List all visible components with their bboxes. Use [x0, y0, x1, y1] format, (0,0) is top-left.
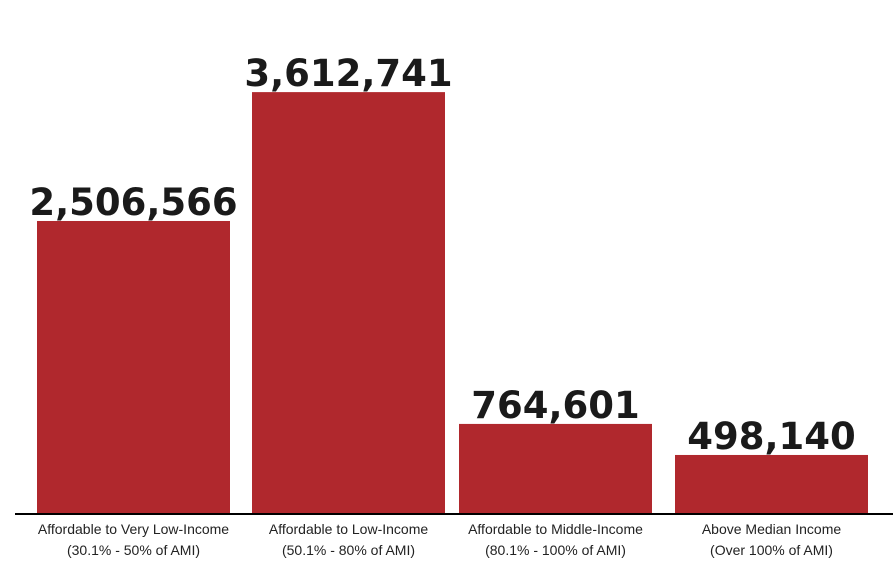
bars-layer — [37, 92, 868, 514]
bar-3 — [459, 423, 652, 513]
x-tick-labels-layer: Affordable to Very Low-Income (30.1% - 50… — [38, 521, 841, 558]
bar-value-label-3: 764,601 — [471, 384, 640, 427]
value-labels-layer: 2,506,566 3,612,741 764,601 498,140 — [29, 52, 855, 458]
x-tick-label-1-line-2: (30.1% - 50% of AMI) — [67, 542, 200, 558]
bar-value-label-1: 2,506,566 — [29, 181, 237, 224]
bar-2 — [252, 92, 445, 514]
x-tick-label-3-line-1: Affordable to Middle-Income — [468, 521, 643, 537]
x-tick-label-2-line-1: Affordable to Low-Income — [269, 521, 428, 537]
x-tick-label-3-line-2: (80.1% - 100% of AMI) — [485, 542, 626, 558]
x-tick-label-1-line-1: Affordable to Very Low-Income — [38, 521, 229, 537]
bar-1 — [37, 220, 230, 514]
x-tick-label-2-line-2: (50.1% - 80% of AMI) — [282, 542, 415, 558]
bar-4 — [675, 454, 868, 513]
bar-value-label-2: 3,612,741 — [244, 52, 452, 95]
x-tick-label-4-line-1: Above Median Income — [702, 521, 842, 537]
x-tick-label-4-line-2: (Over 100% of AMI) — [710, 542, 833, 558]
bar-value-label-4: 498,140 — [687, 415, 856, 458]
